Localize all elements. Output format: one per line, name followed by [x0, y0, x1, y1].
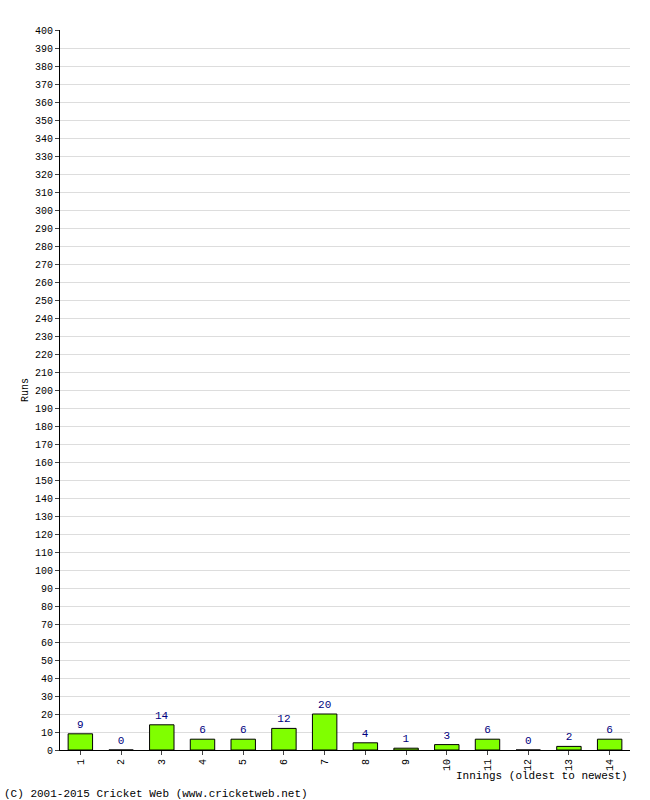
- svg-text:250: 250: [35, 296, 53, 307]
- svg-text:2: 2: [116, 759, 127, 765]
- svg-text:6: 6: [279, 759, 290, 765]
- svg-text:9: 9: [77, 719, 84, 731]
- svg-text:150: 150: [35, 476, 53, 487]
- svg-text:380: 380: [35, 62, 53, 73]
- svg-text:260: 260: [35, 278, 53, 289]
- svg-text:290: 290: [35, 224, 53, 235]
- svg-text:0: 0: [118, 735, 125, 747]
- svg-text:10: 10: [442, 759, 453, 771]
- svg-text:20: 20: [318, 699, 331, 711]
- svg-text:320: 320: [35, 170, 53, 181]
- svg-text:11: 11: [483, 759, 494, 771]
- svg-text:350: 350: [35, 116, 53, 127]
- svg-text:6: 6: [199, 724, 206, 736]
- svg-text:340: 340: [35, 134, 53, 145]
- svg-text:330: 330: [35, 152, 53, 163]
- svg-text:50: 50: [41, 656, 53, 667]
- svg-text:6: 6: [240, 724, 247, 736]
- svg-text:60: 60: [41, 638, 53, 649]
- svg-text:1: 1: [76, 759, 87, 765]
- svg-text:4: 4: [362, 728, 369, 740]
- svg-text:390: 390: [35, 44, 53, 55]
- svg-text:3: 3: [443, 730, 450, 742]
- svg-text:120: 120: [35, 530, 53, 541]
- svg-text:14: 14: [605, 759, 616, 771]
- svg-text:90: 90: [41, 584, 53, 595]
- svg-text:140: 140: [35, 494, 53, 505]
- svg-text:70: 70: [41, 620, 53, 631]
- svg-text:10: 10: [41, 728, 53, 739]
- svg-text:170: 170: [35, 440, 53, 451]
- svg-text:12: 12: [277, 713, 290, 725]
- svg-text:Runs: Runs: [20, 378, 31, 402]
- svg-text:360: 360: [35, 98, 53, 109]
- svg-text:14: 14: [155, 710, 169, 722]
- svg-text:210: 210: [35, 368, 53, 379]
- svg-text:40: 40: [41, 674, 53, 685]
- svg-text:300: 300: [35, 206, 53, 217]
- svg-text:13: 13: [564, 759, 575, 771]
- svg-text:230: 230: [35, 332, 53, 343]
- svg-text:0: 0: [525, 735, 532, 747]
- svg-text:180: 180: [35, 422, 53, 433]
- svg-text:5: 5: [238, 759, 249, 765]
- svg-text:4: 4: [198, 759, 209, 765]
- svg-text:110: 110: [35, 548, 53, 559]
- svg-text:9: 9: [401, 759, 412, 765]
- svg-text:130: 130: [35, 512, 53, 523]
- svg-text:6: 6: [606, 724, 613, 736]
- svg-text:160: 160: [35, 458, 53, 469]
- svg-text:6: 6: [484, 724, 491, 736]
- svg-text:3: 3: [157, 759, 168, 765]
- svg-text:270: 270: [35, 260, 53, 271]
- svg-text:1: 1: [403, 733, 410, 745]
- svg-text:400: 400: [35, 26, 53, 37]
- svg-text:20: 20: [41, 710, 53, 721]
- svg-text:8: 8: [361, 759, 372, 765]
- svg-text:80: 80: [41, 602, 53, 613]
- svg-text:240: 240: [35, 314, 53, 325]
- svg-text:370: 370: [35, 80, 53, 91]
- svg-text:2: 2: [566, 731, 573, 743]
- svg-text:0: 0: [47, 746, 53, 757]
- svg-text:30: 30: [41, 692, 53, 703]
- svg-text:220: 220: [35, 350, 53, 361]
- svg-text:7: 7: [320, 759, 331, 765]
- svg-text:190: 190: [35, 404, 53, 415]
- svg-text:Innings (oldest to newest): Innings (oldest to newest): [456, 770, 628, 782]
- svg-text:(C) 2001-2015 Cricket Web (www: (C) 2001-2015 Cricket Web (www.cricketwe…: [4, 788, 308, 800]
- svg-text:280: 280: [35, 242, 53, 253]
- svg-text:310: 310: [35, 188, 53, 199]
- svg-text:100: 100: [35, 566, 53, 577]
- svg-text:200: 200: [35, 386, 53, 397]
- svg-text:12: 12: [523, 759, 534, 771]
